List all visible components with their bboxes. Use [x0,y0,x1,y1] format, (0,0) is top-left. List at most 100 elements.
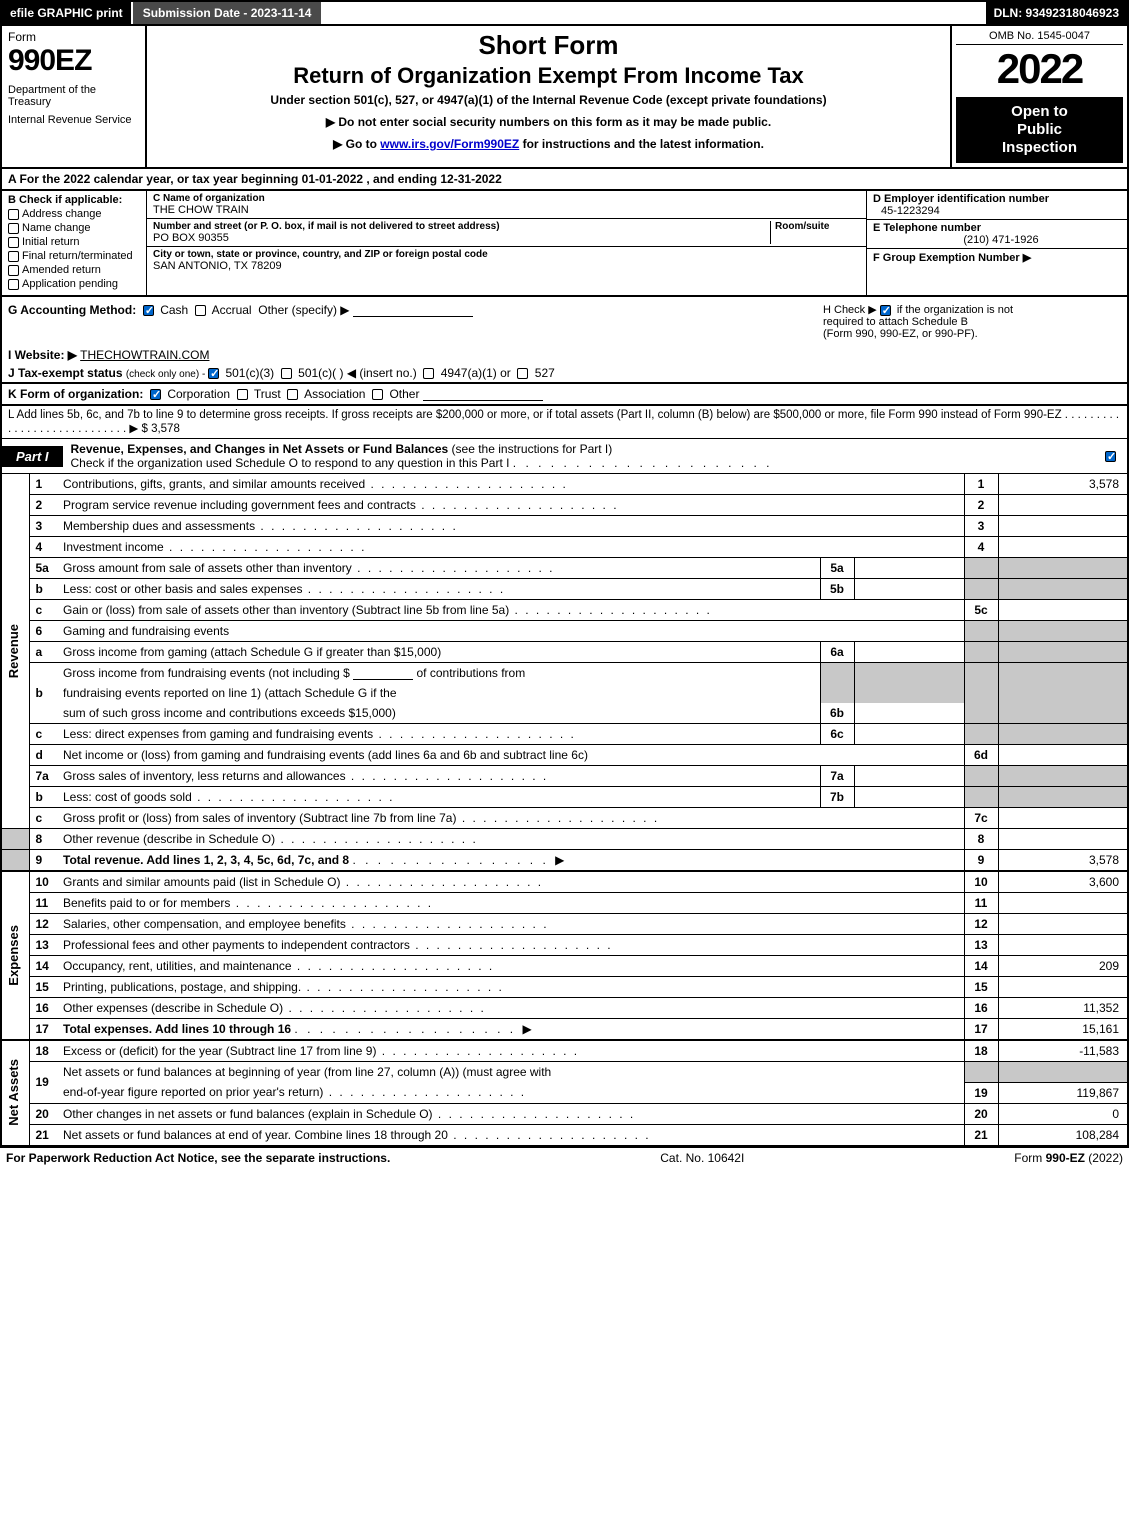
checkbox-icon[interactable] [8,223,19,234]
line-6b-1: bGross income from fundraising events (n… [1,663,1128,684]
ln-no-grey [964,766,998,787]
checkbox-h[interactable] [880,305,891,316]
opt-accrual: Accrual [212,303,252,317]
side-blank [1,829,29,850]
check-initial-return[interactable]: Initial return [8,236,140,248]
check-amended-return[interactable]: Amended return [8,264,140,276]
ln-amt [998,808,1128,829]
other-blank[interactable] [353,316,473,317]
check-address-change[interactable]: Address change [8,208,140,220]
other-org-blank[interactable] [423,400,543,401]
line-2: 2Program service revenue including gover… [1,495,1128,516]
line-19-1: 19Net assets or fund balances at beginni… [1,1062,1128,1083]
k-label: K Form of organization: [8,387,143,401]
irs-link[interactable]: www.irs.gov/Form990EZ [380,137,519,151]
line-13: 13Professional fees and other payments t… [1,935,1128,956]
ln-desc: Total revenue. Add lines 1, 2, 3, 4, 5c,… [59,850,964,872]
checkbox-icon[interactable] [8,237,19,248]
instr-goto-pre: ▶ Go to [333,137,380,151]
ln-no: 16 [964,998,998,1019]
checkbox-accrual[interactable] [195,305,206,316]
checkbox-part1-scho[interactable] [1105,451,1116,462]
ln-no: 11 [964,893,998,914]
ln-num: 20 [29,1103,59,1124]
ln-amt [998,516,1128,537]
line-12: 12Salaries, other compensation, and empl… [1,914,1128,935]
line-10: Expenses10Grants and similar amounts pai… [1,871,1128,893]
ln-amt: 3,578 [998,850,1128,872]
h-pre: H Check ▶ [823,304,880,316]
ln-no-grey [964,787,998,808]
checkbox-trust[interactable] [237,389,248,400]
topbar-spacer [321,2,985,24]
checkbox-501c3[interactable] [208,368,219,379]
checkbox-icon[interactable] [8,251,19,262]
checkbox-527[interactable] [517,368,528,379]
ln-no: 17 [964,1019,998,1041]
line-21: 21Net assets or fund balances at end of … [1,1124,1128,1145]
instr-ssn: ▶ Do not enter social security numbers o… [155,115,942,129]
ln-no: 20 [964,1103,998,1124]
group-exemption-cell: F Group Exemption Number ▶ [867,249,1127,266]
checkbox-icon[interactable] [8,209,19,220]
check-application-pending[interactable]: Application pending [8,278,140,290]
section-b-header: B Check if applicable: [8,194,140,206]
ln-num: b [29,579,59,600]
check-name-change[interactable]: Name change [8,222,140,234]
ln-amt-grey [998,579,1128,600]
city-label: City or town, state or province, country… [153,249,860,260]
line-7c: cGross profit or (loss) from sales of in… [1,808,1128,829]
h-line2: required to attach Schedule B [823,316,968,328]
checkbox-501c[interactable] [281,368,292,379]
ln-desc: Excess or (deficit) for the year (Subtra… [59,1040,964,1062]
website-value: THECHOWTRAIN.COM [80,348,209,362]
ln-num: a [29,642,59,663]
l9-bold: Total revenue. Add lines 1, 2, 3, 4, 5c,… [63,853,349,867]
sub-no: 6a [820,642,854,663]
ln-no: 21 [964,1124,998,1145]
j-sm: (check only one) - [126,369,208,380]
ln-amt [998,745,1128,766]
room-label: Room/suite [775,221,860,232]
line-11: 11Benefits paid to or for members11 [1,893,1128,914]
tax-year: 2022 [956,45,1123,93]
ln-no: 4 [964,537,998,558]
contrib-blank[interactable] [353,679,413,680]
efile-label[interactable]: efile GRAPHIC print [2,2,131,24]
checkbox-other[interactable] [372,389,383,400]
ein-value: 45-1223294 [881,205,1121,217]
ln-no: 8 [964,829,998,850]
ln-amt [998,977,1128,998]
footer-right-post: (2022) [1085,1151,1123,1165]
check-final-return[interactable]: Final return/terminated [8,250,140,262]
checkbox-corp[interactable] [150,389,161,400]
checkbox-4947[interactable] [423,368,434,379]
ln-desc: Program service revenue including govern… [59,495,964,516]
line-17: 17Total expenses. Add lines 10 through 1… [1,1019,1128,1041]
checkbox-cash[interactable] [143,305,154,316]
ln-no-grey [964,642,998,663]
ln-desc: Less: direct expenses from gaming and fu… [59,724,820,745]
ln-desc: Total expenses. Add lines 10 through 16 … [59,1019,964,1041]
section-j: J Tax-exempt status (check only one) - 5… [0,364,1129,383]
phone-label: E Telephone number [873,222,1121,234]
ln-no: 19 [964,1082,998,1103]
ln-amt: 3,600 [998,871,1128,893]
sub-no: 5a [820,558,854,579]
ln-amt-grey [998,787,1128,808]
dots: . . . . . . . . . . . . . . . . . . [294,1022,522,1036]
ln-desc: Less: cost of goods sold [59,787,820,808]
checkbox-icon[interactable] [8,265,19,276]
sub-val [854,787,964,808]
ln-no: 12 [964,914,998,935]
ln-no: 10 [964,871,998,893]
checkbox-assoc[interactable] [287,389,298,400]
phone-cell: E Telephone number (210) 471-1926 [867,220,1127,249]
checkbox-icon[interactable] [8,279,19,290]
opt-corp: Corporation [167,387,230,401]
city-value: SAN ANTONIO, TX 78209 [153,260,860,272]
section-i: I Website: ▶ THECHOWTRAIN.COM [0,346,1129,364]
ln-num: 6 [29,621,59,642]
j-label: J Tax-exempt status [8,366,126,380]
line-16: 16Other expenses (describe in Schedule O… [1,998,1128,1019]
